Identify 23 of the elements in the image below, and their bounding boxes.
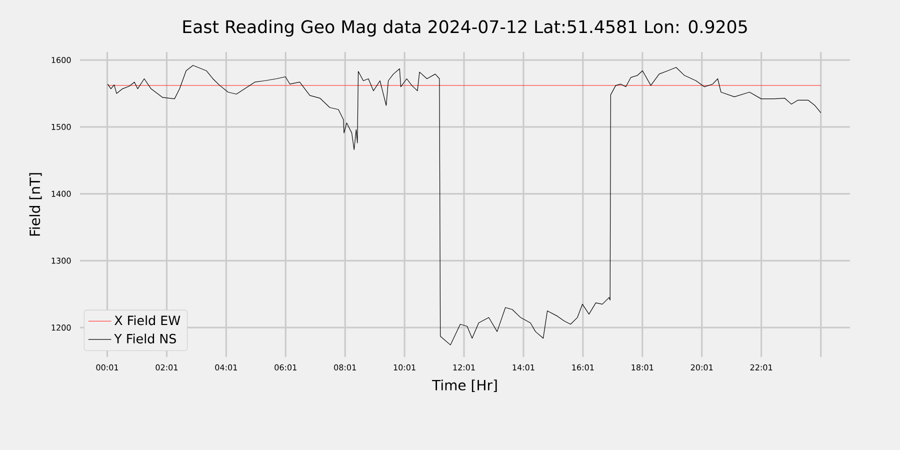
x-tick-label: 02:01 [156, 364, 178, 370]
x-tick-label: 18:01 [632, 364, 654, 370]
x-tick-label: 20:01 [690, 364, 713, 370]
y-axis-title: Field [nT] [29, 173, 42, 236]
x-axis-title: Time [Hr] [432, 380, 497, 392]
legend-label: X Field EW [114, 315, 180, 326]
x-tick-label: 16:01 [572, 364, 594, 370]
y-tick-label: 1200 [52, 324, 71, 331]
x-tick-label: 10:01 [394, 364, 416, 370]
y-tick-label: 1500 [52, 124, 71, 130]
chart-title: East Reading Geo Mag data 2024-07-12 Lat:51.4581 Lon: 0.9205 [183, 20, 747, 37]
x-tick-label: 04:01 [215, 364, 237, 370]
legend-label: Y Field NS [114, 334, 176, 344]
x-tick-label: 22:01 [750, 364, 772, 370]
x-tick-label: 00:01 [96, 364, 118, 370]
x-tick-label: 08:01 [334, 364, 356, 370]
x-tick-label: 14:01 [512, 364, 534, 370]
x-tick-label: 12:01 [453, 364, 475, 370]
y-tick-label: 1600 [52, 56, 71, 64]
x-tick-label: 06:01 [274, 364, 296, 370]
y-tick-label: 1300 [52, 258, 71, 264]
line-series [107, 65, 822, 346]
y-tick-label: 1400 [52, 190, 71, 197]
